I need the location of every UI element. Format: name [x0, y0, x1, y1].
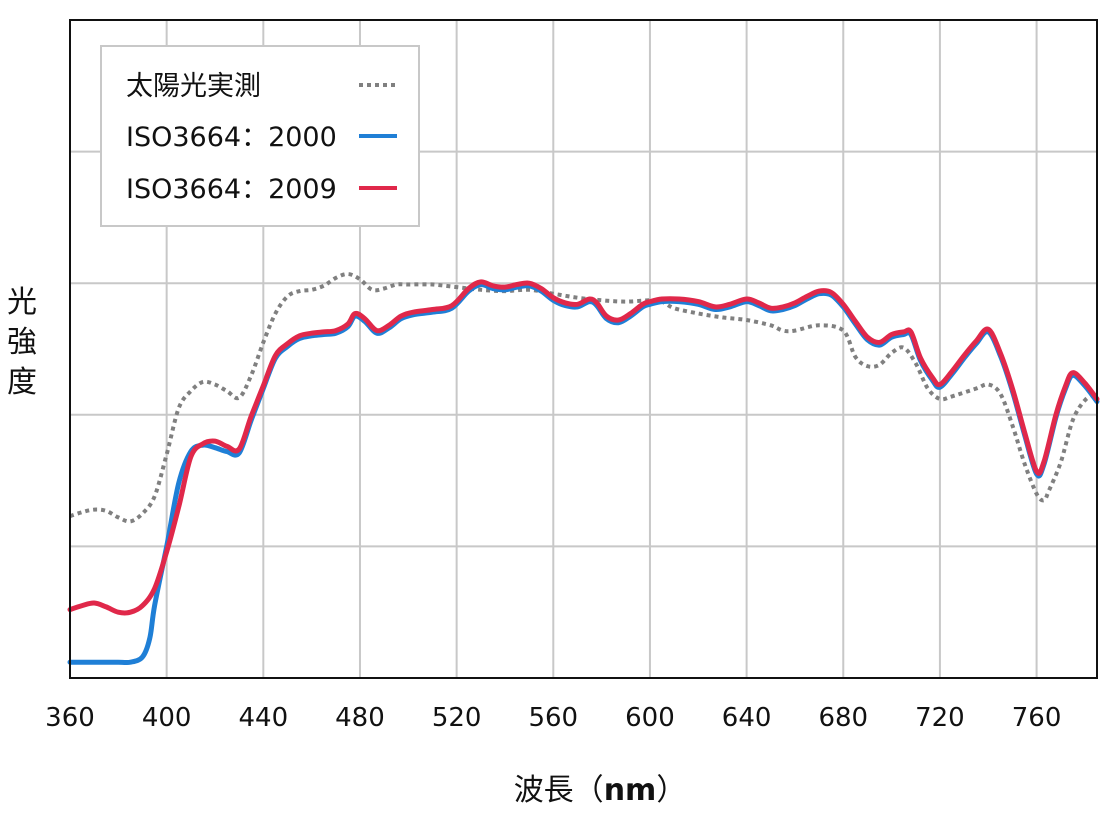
series-iso3664-2009	[67, 279, 1100, 616]
legend-label-iso3664-2009: ISO3664：2009	[126, 174, 337, 205]
x-tick-label-560: 560	[528, 703, 578, 733]
x-axis-title-unit: nm	[604, 773, 657, 808]
x-tick-label-440: 440	[238, 703, 288, 733]
y-axis-title-char: 強	[7, 325, 37, 360]
legend-label-iso3664-2000: ISO3664：2000	[126, 122, 337, 153]
legend: 太陽光実測 ISO3664：2000 ISO3664：2009	[100, 45, 420, 227]
x-tick-label-400: 400	[142, 703, 192, 733]
series-solar-measured	[69, 271, 1099, 524]
x-tick-label-640: 640	[722, 703, 772, 733]
x-tick-label-720: 720	[915, 703, 965, 733]
x-tick-label-760: 760	[1012, 703, 1062, 733]
x-axis-title-main: 波長（	[514, 773, 604, 808]
x-axis-title: 波長（nm）	[514, 773, 687, 808]
plot-frame	[69, 19, 1098, 679]
x-tick-label-600: 600	[625, 703, 675, 733]
x-axis-title-close: ）	[656, 773, 686, 808]
x-tick-labels: 360 400 440 480 520 560 600 640 680 720 760	[45, 703, 1061, 733]
y-axis-title-char: 光	[7, 285, 37, 320]
x-tick-label-520: 520	[432, 703, 482, 733]
y-axis-title: 光強度	[7, 285, 37, 400]
x-tick-label-360: 360	[45, 703, 95, 733]
x-tick-label-480: 480	[335, 703, 385, 733]
legend-label-solar-measured: 太陽光実測	[126, 71, 261, 102]
y-axis-title-char: 度	[7, 365, 37, 400]
series-lines	[67, 271, 1100, 666]
x-tick-label-680: 680	[818, 703, 868, 733]
